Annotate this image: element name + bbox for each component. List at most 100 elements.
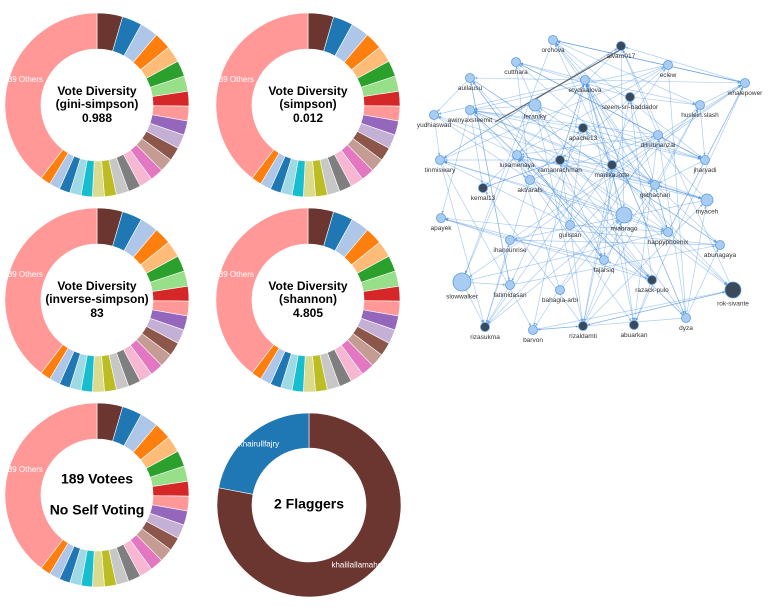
node-label: apache13 bbox=[569, 135, 598, 142]
node-label: ihansunrise bbox=[493, 247, 527, 254]
network-edge bbox=[569, 127, 584, 221]
node-label: aktrarafs bbox=[517, 187, 543, 194]
network-nodes: orchova alvaro017 cutthara etydiaalova eclew… bbox=[417, 35, 763, 344]
network-node bbox=[724, 281, 742, 299]
network-edge bbox=[555, 42, 708, 201]
network-edge bbox=[443, 161, 571, 226]
center-title: Vote Diversity bbox=[268, 84, 347, 98]
network-edge bbox=[472, 81, 653, 281]
network-edge bbox=[699, 104, 706, 156]
network-edge bbox=[515, 61, 702, 159]
network-edge bbox=[487, 284, 511, 324]
node-label: gulistan bbox=[559, 232, 582, 239]
network-edge bbox=[469, 109, 484, 184]
network-edge bbox=[557, 40, 746, 84]
donut-chart: 139 Others Vote Diversity(inverse-simpson… bbox=[3, 207, 190, 393]
center-subtitle: No Self Voting bbox=[50, 502, 145, 518]
network-edge bbox=[559, 164, 571, 226]
network-edge bbox=[585, 84, 625, 216]
network-node bbox=[452, 272, 472, 292]
network-node bbox=[580, 75, 590, 85]
network-edge bbox=[564, 159, 613, 166]
network-edge bbox=[629, 96, 668, 228]
network-edge bbox=[582, 222, 622, 327]
network-node bbox=[625, 92, 635, 102]
network-edge bbox=[445, 218, 511, 241]
network-node bbox=[663, 60, 673, 70]
network-node bbox=[740, 78, 750, 88]
donut-chart: khalilallamaheri khairullfajry 2 Flaggers bbox=[216, 412, 402, 598]
network-edge bbox=[509, 85, 742, 241]
network-node bbox=[525, 175, 535, 185]
node-label: marilka.lotte bbox=[594, 172, 629, 179]
network-edge bbox=[559, 159, 651, 185]
center-score: 0.012 bbox=[293, 111, 323, 125]
center-subtitle: (gini-simpson) bbox=[56, 97, 139, 111]
network-edge bbox=[444, 160, 669, 233]
node-label: orchova bbox=[541, 47, 565, 54]
node-label: razack-pulo bbox=[635, 287, 669, 294]
network-edge bbox=[563, 64, 669, 158]
network-edge bbox=[438, 115, 708, 201]
network-node bbox=[480, 322, 490, 332]
network-node bbox=[548, 35, 558, 45]
network-edge bbox=[654, 184, 702, 199]
network-node bbox=[715, 240, 725, 250]
network-edge bbox=[582, 127, 652, 183]
network-edge bbox=[529, 179, 649, 278]
network-edge bbox=[516, 154, 702, 200]
network-edge bbox=[584, 79, 634, 321]
network-edge bbox=[441, 109, 471, 214]
node-label: rok-sivante bbox=[717, 301, 749, 308]
network-edge bbox=[469, 77, 602, 257]
network-edge bbox=[469, 109, 701, 160]
network-edge bbox=[699, 84, 742, 106]
network-node bbox=[650, 180, 660, 190]
network-edge bbox=[559, 84, 585, 161]
center-subtitle: (shannon) bbox=[279, 292, 337, 306]
network-node bbox=[663, 227, 673, 237]
network-edge bbox=[685, 248, 719, 319]
network-edge bbox=[603, 164, 613, 256]
center-title: Vote Diversity bbox=[268, 279, 347, 293]
network-edge bbox=[582, 291, 726, 327]
network-edge bbox=[469, 77, 717, 243]
network-node bbox=[681, 313, 691, 323]
network-node bbox=[505, 235, 515, 245]
network-edge bbox=[584, 79, 696, 105]
network-edge bbox=[519, 158, 571, 226]
slice-label: 139 Others bbox=[214, 75, 254, 84]
center-title: Vote Diversity bbox=[57, 84, 136, 98]
network-edge bbox=[436, 77, 471, 113]
network-node bbox=[616, 41, 626, 51]
node-label: tinmiswary bbox=[425, 167, 456, 174]
network-edge bbox=[667, 64, 687, 314]
network-edge bbox=[538, 109, 687, 319]
network-edge bbox=[439, 48, 618, 161]
node-label: slowwalker bbox=[446, 294, 479, 301]
network-edge bbox=[532, 290, 726, 331]
center-title: 2 Flaggers bbox=[274, 496, 344, 512]
network-edge bbox=[620, 45, 626, 208]
network-edge bbox=[654, 108, 699, 186]
network-node bbox=[555, 155, 565, 165]
network-edge bbox=[569, 224, 664, 233]
network-edge bbox=[472, 81, 605, 261]
network-node bbox=[565, 220, 575, 230]
network-edge bbox=[587, 83, 656, 186]
network-edge bbox=[582, 204, 704, 327]
network-edge bbox=[552, 39, 741, 83]
center-score: 0.988 bbox=[82, 111, 112, 125]
slice-label: 139 Others bbox=[214, 270, 254, 279]
network-node bbox=[512, 150, 522, 160]
network-edge bbox=[657, 139, 687, 319]
network-edge bbox=[509, 239, 600, 260]
network-edge bbox=[585, 84, 625, 216]
network-edge bbox=[439, 159, 485, 323]
network-edge bbox=[474, 76, 586, 81]
network-edge bbox=[582, 127, 701, 160]
network-edge bbox=[485, 191, 584, 327]
network-node bbox=[607, 160, 617, 170]
network-edge bbox=[444, 160, 625, 216]
network-node bbox=[528, 325, 538, 335]
